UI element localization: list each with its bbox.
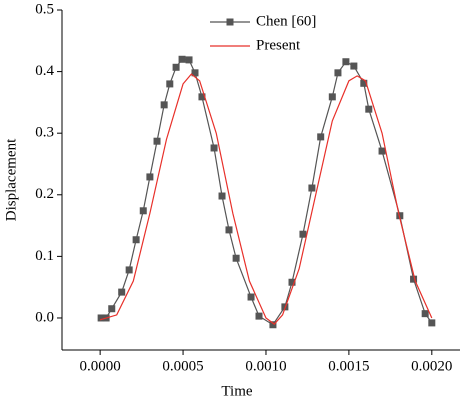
legend-marker (226, 18, 234, 26)
legend-label: Present (256, 37, 301, 53)
data-point (421, 310, 429, 318)
data-point (108, 305, 116, 313)
y-tick-label: 0.5 (35, 1, 54, 17)
data-point (132, 236, 140, 244)
y-tick-label: 0.2 (35, 186, 54, 202)
data-point (153, 137, 161, 145)
data-point (198, 93, 206, 101)
data-point (210, 144, 218, 152)
data-point (118, 288, 126, 296)
x-tick-label: 0.0000 (80, 358, 121, 374)
data-point (342, 58, 350, 66)
x-tick-label: 0.0015 (328, 358, 369, 374)
data-point (172, 63, 180, 71)
data-point (378, 147, 386, 155)
data-point (365, 105, 373, 113)
x-tick-label: 0.0010 (245, 358, 286, 374)
data-point (255, 312, 263, 320)
legend-label: Chen [60] (256, 13, 316, 29)
series-line (101, 58, 433, 326)
y-axis-label: Displacement (3, 138, 19, 221)
data-point (269, 321, 277, 329)
y-tick-label: 0.0 (35, 309, 54, 325)
data-point (139, 207, 147, 215)
data-point (428, 319, 436, 327)
x-tick-label: 0.0005 (162, 358, 203, 374)
data-point (334, 69, 342, 77)
data-point (360, 79, 368, 87)
x-axis-label: Time (221, 383, 252, 399)
data-point (328, 93, 336, 101)
data-point (218, 192, 226, 200)
data-point (166, 80, 174, 88)
data-point (160, 101, 168, 109)
data-point (125, 266, 133, 274)
data-point (232, 254, 240, 262)
data-point (185, 56, 193, 64)
y-tick-label: 0.4 (35, 63, 54, 79)
data-point (178, 55, 186, 63)
data-point (146, 173, 154, 181)
data-point (410, 275, 418, 283)
data-point (247, 293, 255, 301)
series-line (99, 73, 433, 325)
data-point (288, 278, 296, 286)
data-point (308, 184, 316, 192)
data-point (225, 226, 233, 234)
data-point (299, 230, 307, 238)
x-tick-label: 0.0020 (411, 358, 452, 374)
data-point (97, 314, 105, 322)
y-tick-label: 0.1 (35, 248, 54, 264)
y-tick-label: 0.3 (35, 125, 54, 141)
data-point (317, 133, 325, 141)
data-point (191, 69, 199, 77)
data-point (350, 62, 358, 70)
